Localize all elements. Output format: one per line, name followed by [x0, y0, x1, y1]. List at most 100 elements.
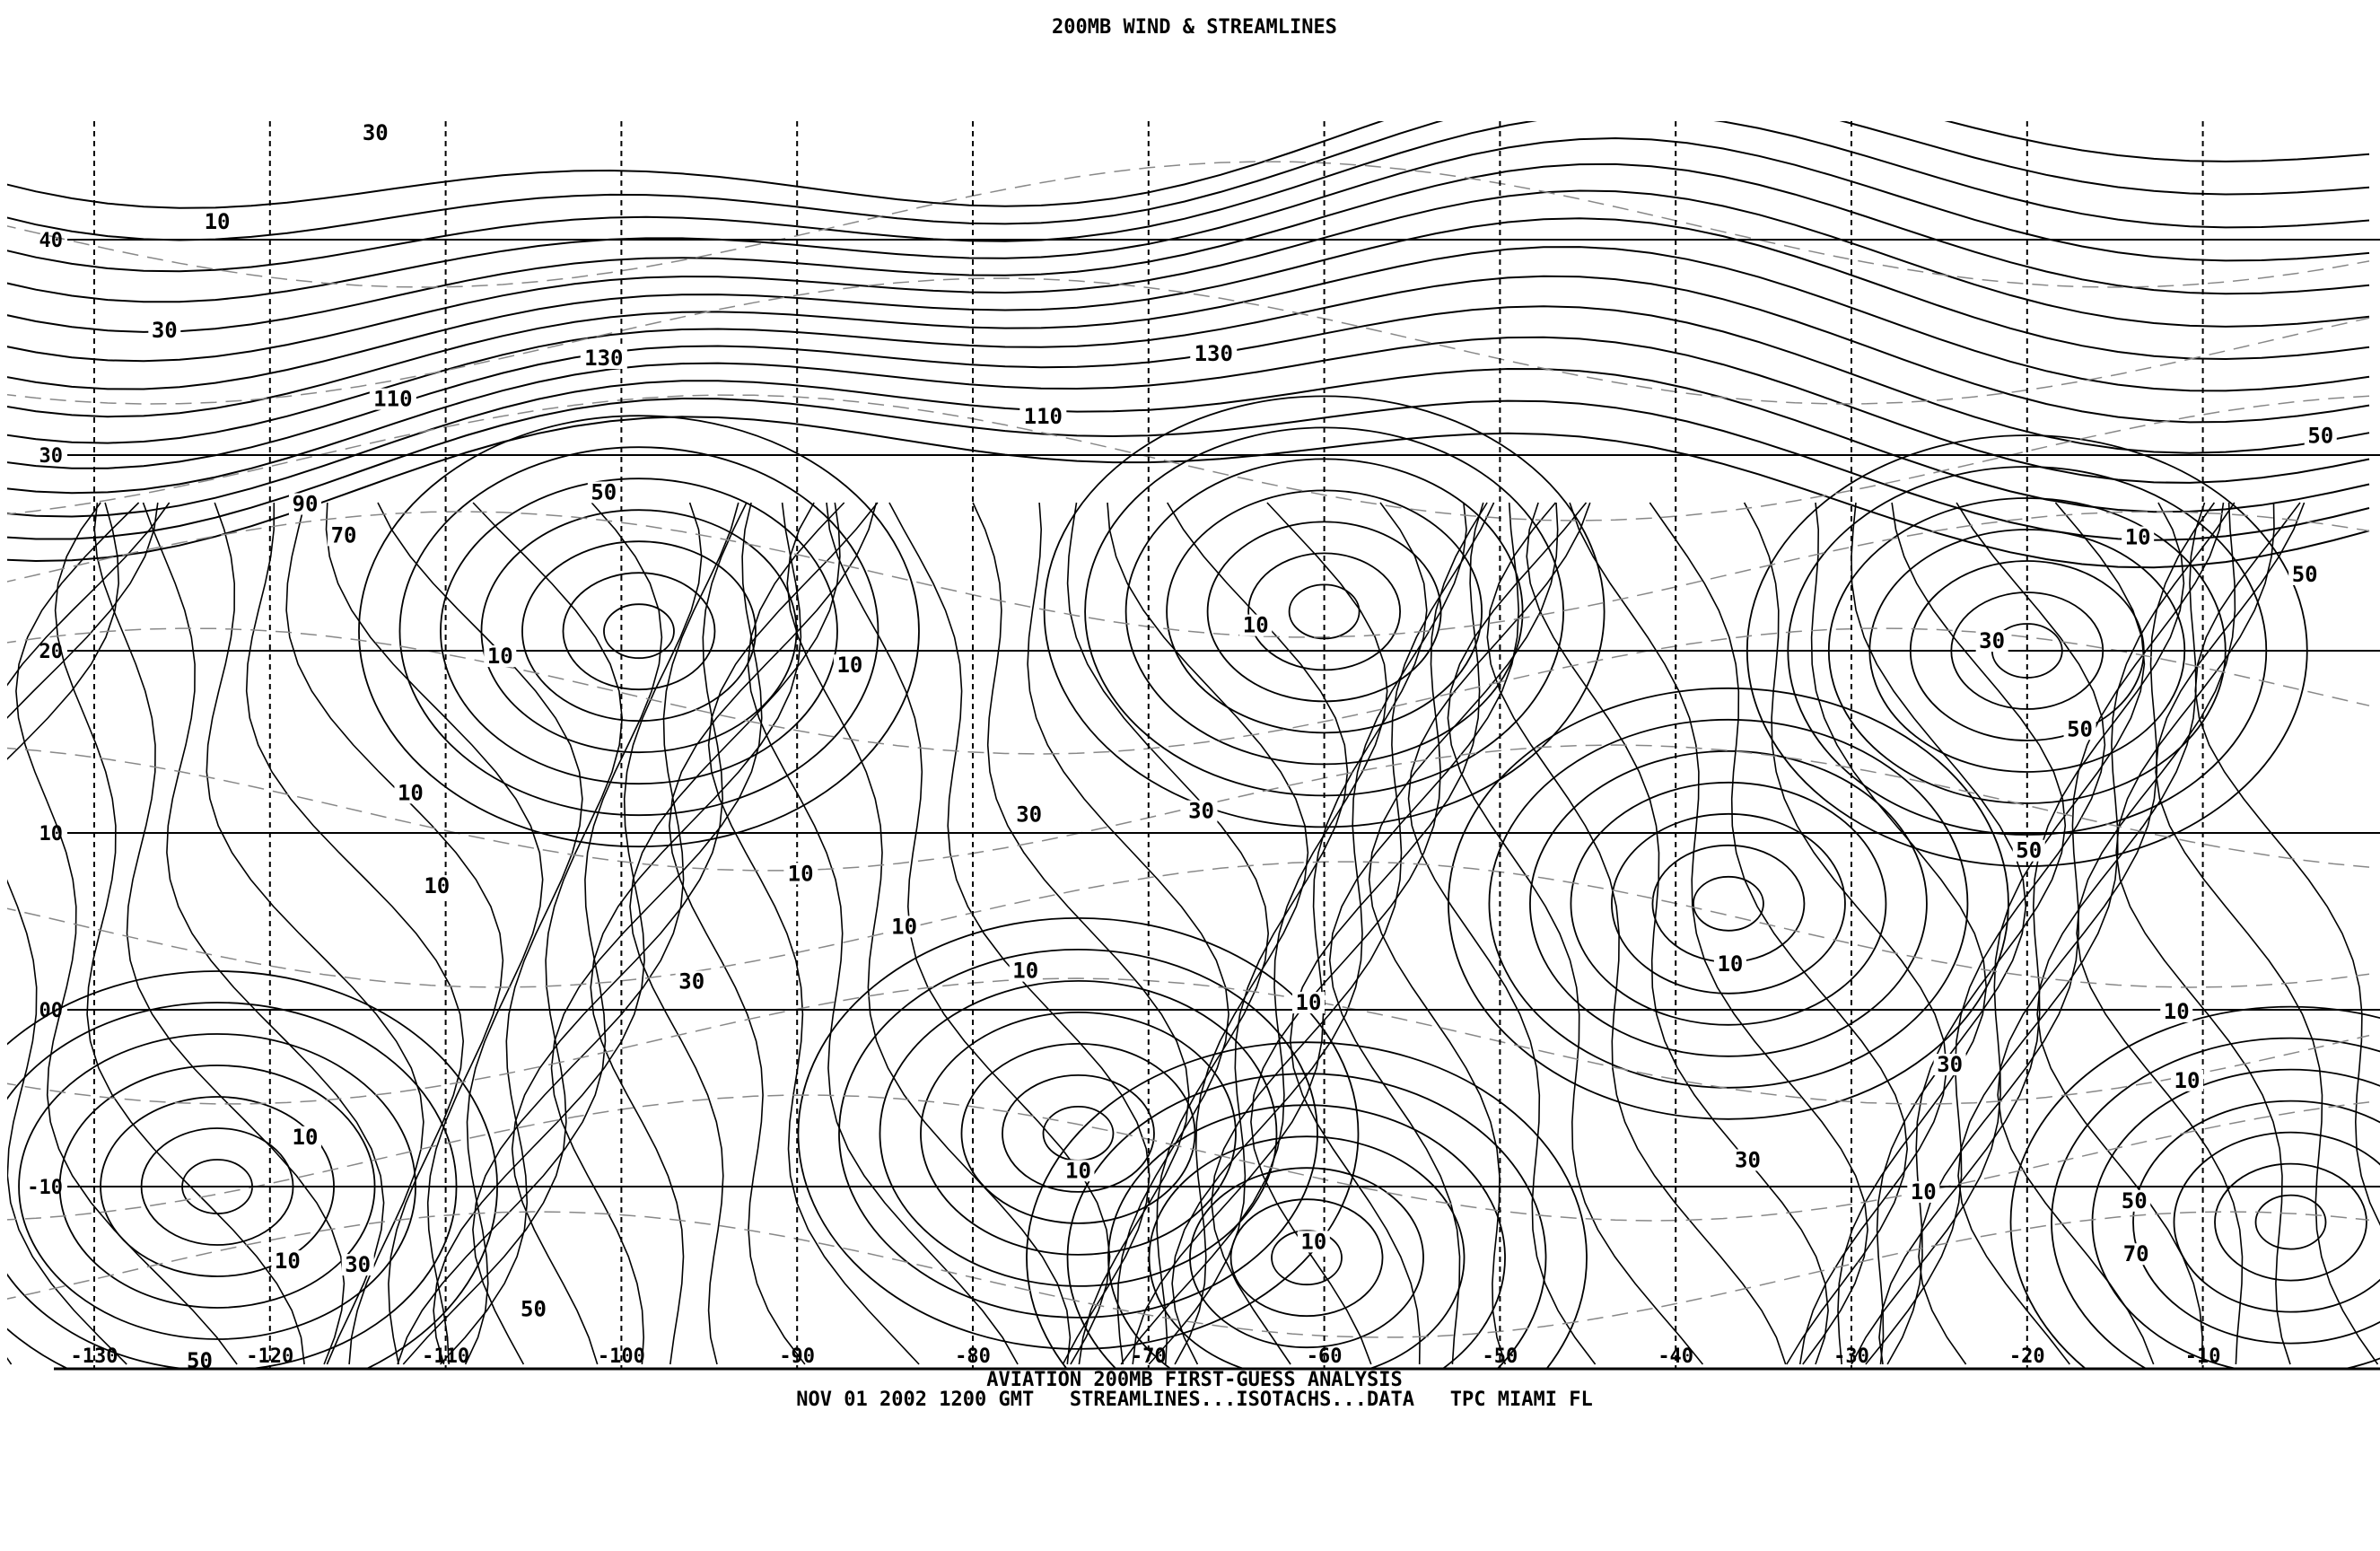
- isotach-label-bg: [1975, 630, 2008, 653]
- streamline: [550, 502, 763, 1365]
- isotach-label-bg: [1009, 960, 1042, 982]
- streamline: [7, 397, 2370, 541]
- vortex-streamline: [1229, 1198, 1384, 1318]
- streamline: [1851, 502, 2146, 1365]
- streamline: [402, 502, 624, 1365]
- longitude-label: -100: [598, 1345, 645, 1368]
- streamline: [397, 502, 663, 1365]
- isotach-label-bg: [1062, 1160, 1095, 1182]
- vortex-streamline: [1488, 718, 1969, 1089]
- longitude-label: -40: [1658, 1345, 1693, 1368]
- vortex-streamline: [603, 603, 675, 660]
- streamline: [1569, 502, 1868, 1365]
- vortex-streamline: [960, 1043, 1196, 1224]
- isotach-label-bg: [2170, 1069, 2203, 1091]
- latitude-label: 10: [39, 823, 64, 846]
- streamline: [2076, 502, 2244, 1365]
- streamline: [1407, 502, 1597, 1365]
- streamline: [826, 502, 1111, 1365]
- longitude-label: -50: [1483, 1345, 1518, 1368]
- longitude-label: -60: [1307, 1345, 1343, 1368]
- streamline: [1649, 502, 1909, 1365]
- streamline: [7, 121, 2370, 273]
- streamline: [1107, 502, 1309, 1365]
- isotach-label-bg: [888, 916, 921, 938]
- isotach-label: 110: [1024, 404, 1063, 429]
- isotach-label-bg: [328, 524, 361, 547]
- streamline: [7, 121, 2370, 209]
- isotach-label-bg: [1012, 803, 1046, 826]
- streamline: [1743, 502, 1948, 1365]
- isotach-label: 10: [293, 1125, 319, 1150]
- isotach-label-bg: [369, 388, 416, 410]
- longitude-label: -20: [2009, 1345, 2045, 1368]
- vortex-streamline: [1189, 1167, 1424, 1349]
- isotach-label: 30: [1188, 799, 1214, 824]
- isotach-contour: [7, 861, 2370, 988]
- streamline: [1918, 502, 2225, 1365]
- isotach-label: 30: [1016, 802, 1042, 828]
- isotach-label: 10: [1296, 990, 1322, 1015]
- vortex-streamline: [1066, 1073, 1547, 1369]
- isotach-label-bg: [517, 1298, 550, 1320]
- latitude-label: 00: [39, 1000, 64, 1022]
- vortex-streamline: [1002, 1074, 1155, 1193]
- isotach-label-bg: [587, 481, 620, 504]
- streamline: [377, 502, 583, 1365]
- isotach-label: 30: [1937, 1052, 1963, 1077]
- streamline: [1211, 502, 1495, 1365]
- streamline: [1810, 502, 1988, 1365]
- isotach-label-bg: [2288, 563, 2322, 585]
- streamline: [7, 121, 2370, 241]
- isotach-label: 90: [293, 492, 319, 517]
- isotach-label: 30: [1735, 1147, 1761, 1172]
- isotach-label: 70: [331, 522, 357, 548]
- isotach-label: 10: [424, 873, 450, 898]
- isotach-label: 10: [891, 914, 917, 939]
- vortex-streamline: [2132, 1100, 2380, 1345]
- streamline: [7, 416, 2370, 569]
- streamline: [1368, 502, 1559, 1365]
- longitude-label: -30: [1833, 1345, 1869, 1368]
- streamline: [472, 502, 739, 1365]
- longitude-label: -130: [71, 1345, 118, 1368]
- streamline: [1957, 502, 2236, 1365]
- isotach-label: 10: [2164, 999, 2190, 1024]
- isotach-contour: [7, 161, 2370, 288]
- isotach-label-bg: [1297, 1231, 1330, 1253]
- chart-title: 200MB WIND & STREAMLINES: [1052, 16, 1337, 39]
- vortex-streamline: [1247, 552, 1401, 671]
- isotach-label: 130: [584, 346, 623, 371]
- vortex-streamline: [358, 415, 920, 848]
- isotach-labels: 30 10 30 130 110 90 70 50 10 10 10 10 10 130 110 30 30 10…: [148, 120, 2337, 1373]
- isotach-label: 30: [363, 120, 389, 145]
- isotach-label-bg: [2118, 1189, 2151, 1212]
- longitude-label: -110: [422, 1345, 469, 1368]
- streamline: [433, 502, 703, 1365]
- isotach-label-bg: [359, 122, 392, 145]
- isotach-label-bg: [675, 970, 708, 993]
- isotach-label-bg: [394, 782, 427, 804]
- isotach-label: 50: [2067, 716, 2093, 741]
- streamline: [1997, 502, 2216, 1365]
- latitude-label: 40: [39, 230, 64, 252]
- vortex-streamline: [1026, 1041, 1588, 1369]
- vortex-streamline: [1206, 521, 1442, 703]
- vortex-streamline: [1271, 1230, 1343, 1286]
- vortex-streamline: [1448, 687, 2009, 1120]
- streamline: [93, 502, 346, 1365]
- vortex-streamline: [398, 446, 879, 817]
- isotach-label: 50: [2016, 838, 2042, 863]
- streamline: [1171, 502, 1467, 1365]
- streamline: [1486, 502, 1787, 1365]
- streamline: [888, 502, 1151, 1365]
- isotach-label: 10: [398, 780, 424, 805]
- vortex-streamline: [1570, 781, 1887, 1026]
- isotach-label: 50: [2122, 1188, 2148, 1214]
- streamline: [972, 502, 1190, 1365]
- vortex-streamline: [797, 917, 1360, 1350]
- isotach-label-bg: [420, 875, 453, 898]
- streamline: [1066, 502, 1270, 1365]
- footer-line-1: AVIATION 200MB FIRST-GUESS ANALYSIS: [986, 1369, 1403, 1391]
